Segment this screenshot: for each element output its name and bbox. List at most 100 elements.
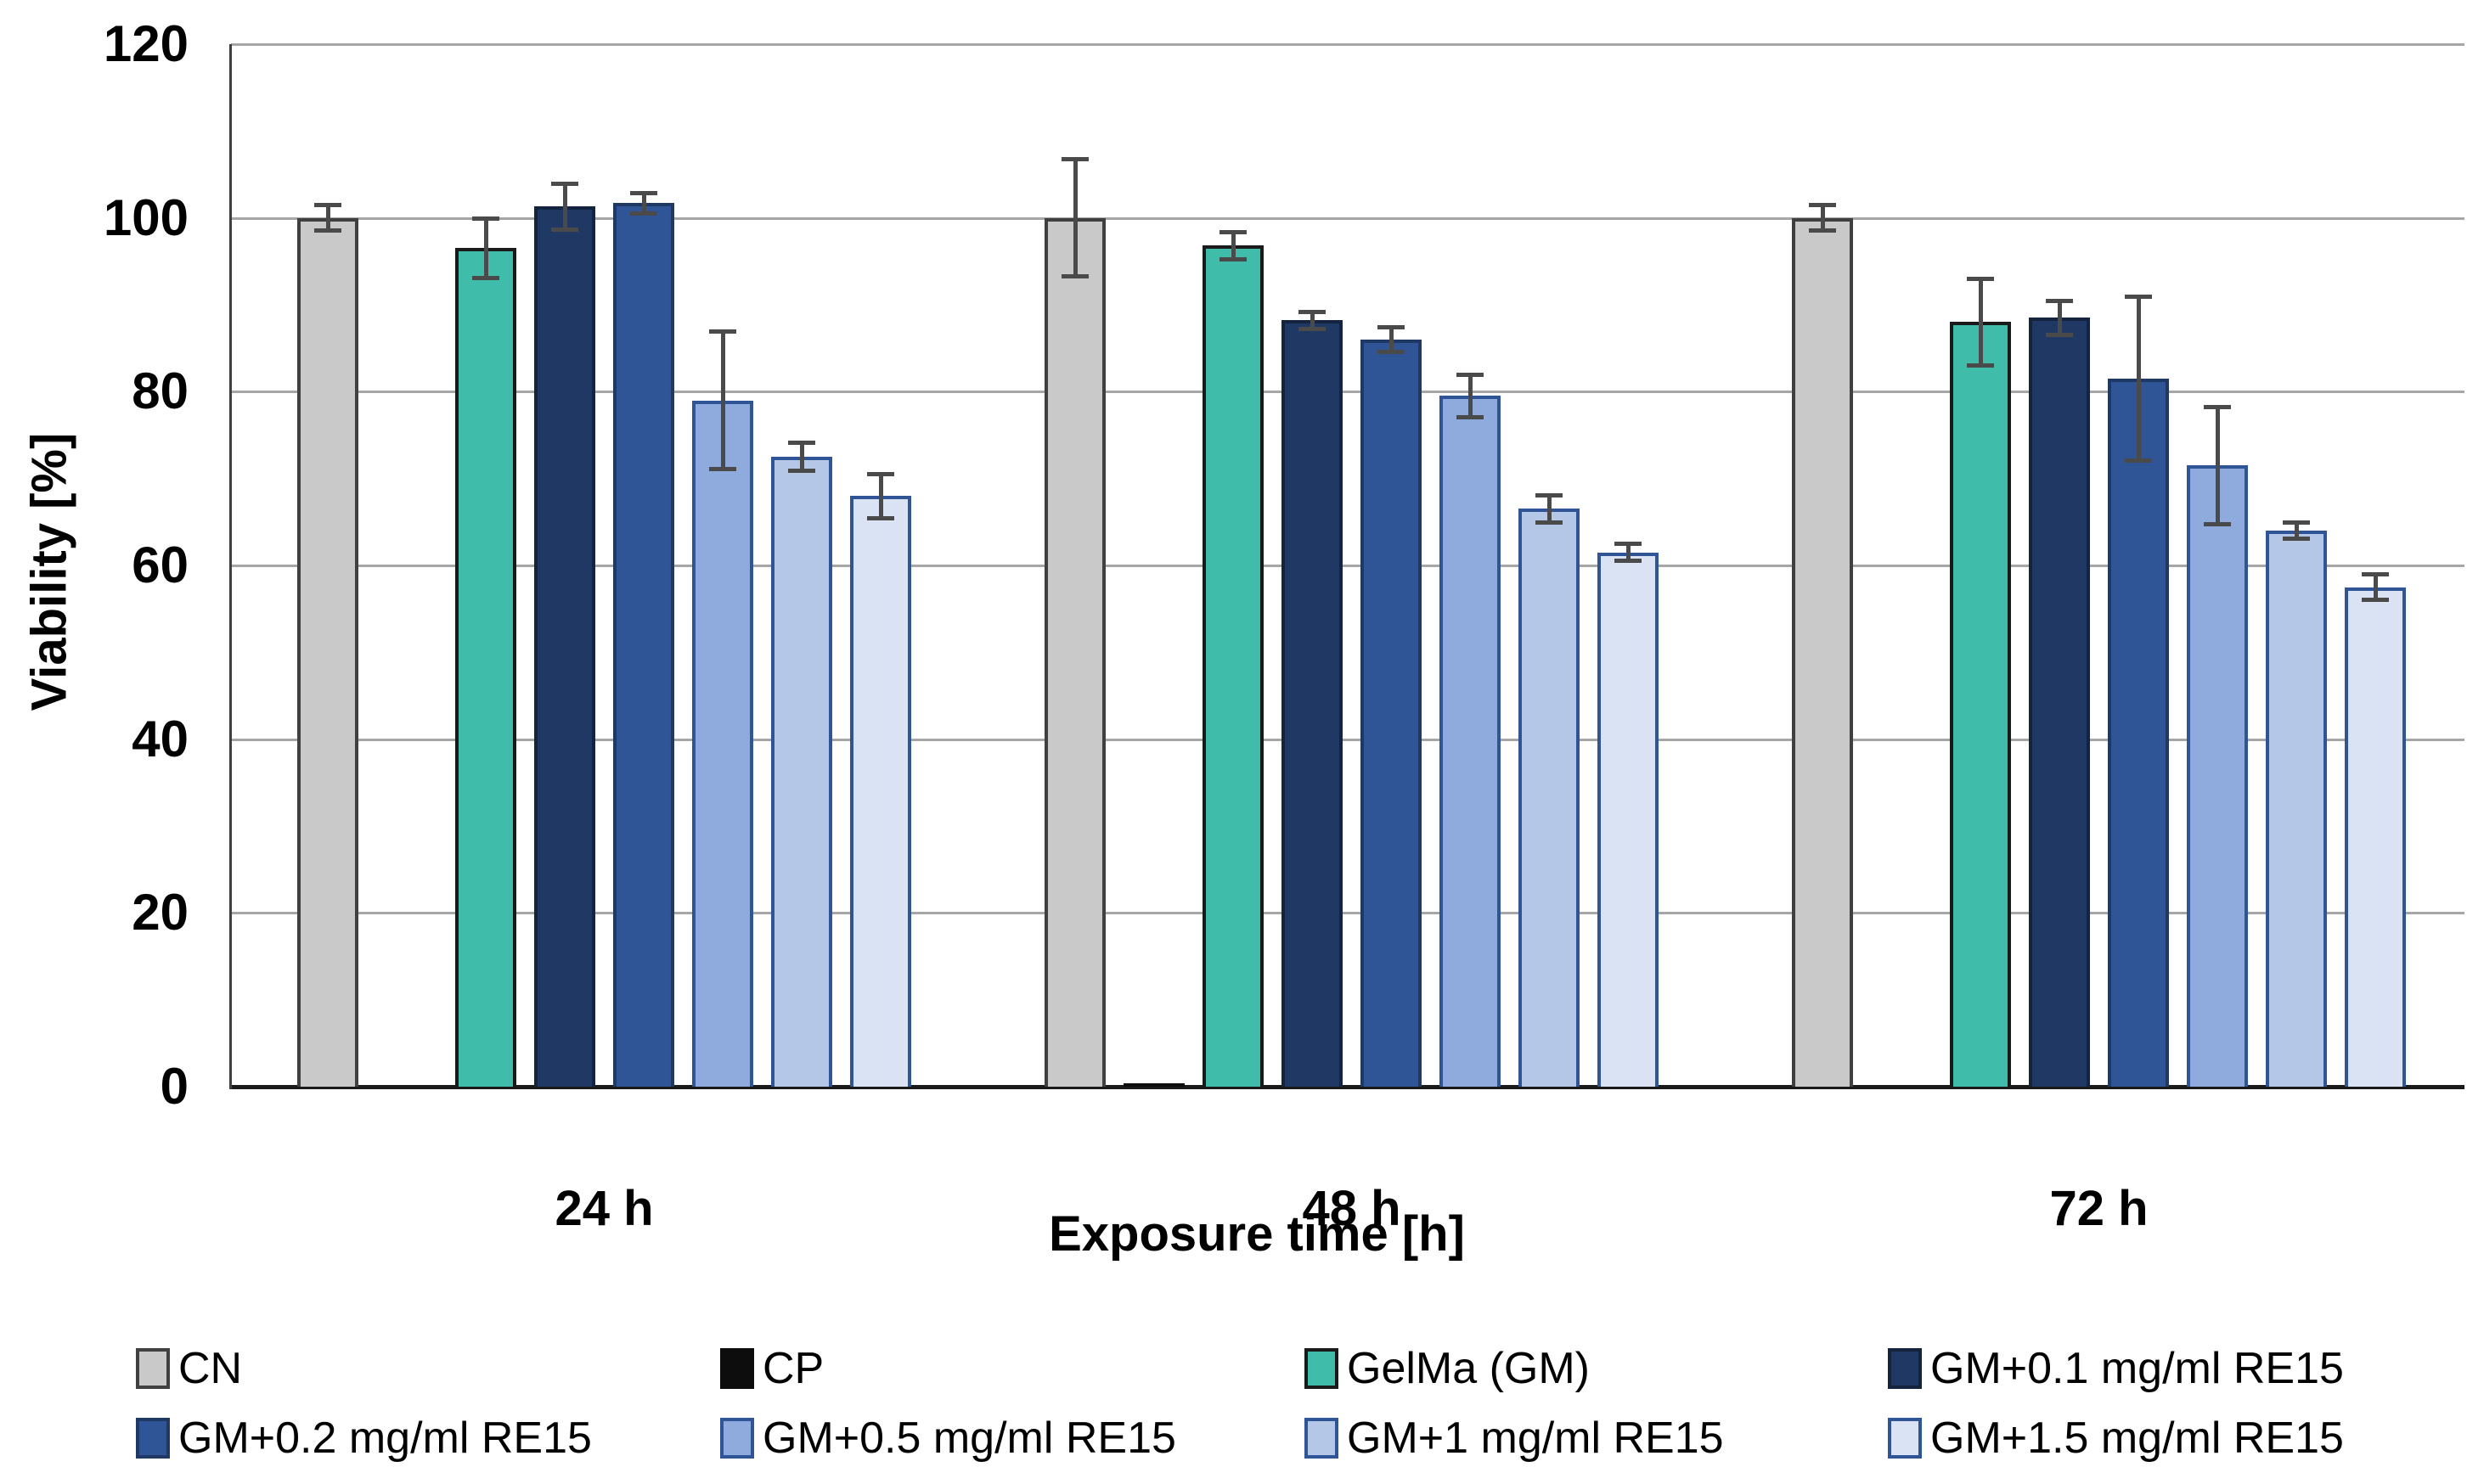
error-bar-cap-top bbox=[867, 471, 894, 476]
error-bar-cap-top bbox=[2204, 404, 2231, 409]
error-bar bbox=[1626, 543, 1631, 561]
error-bar-cap-bottom bbox=[630, 211, 657, 216]
bar-gm-1-mg-ml-re15 bbox=[1518, 509, 1580, 1087]
error-bar bbox=[2216, 406, 2220, 525]
bar-cp bbox=[1124, 1082, 1185, 1087]
legend-swatch bbox=[720, 1348, 754, 1389]
error-bar-cap-bottom bbox=[867, 515, 894, 520]
legend-item: CN bbox=[136, 1343, 242, 1394]
error-bar-cap-bottom bbox=[314, 228, 341, 233]
error-bar bbox=[800, 441, 804, 472]
error-bar-cap-top bbox=[1298, 310, 1326, 315]
error-bar-cap-bottom bbox=[1535, 520, 1563, 525]
bar-gm-1.5-mg-ml-re15 bbox=[850, 496, 911, 1087]
error-bar-cap-top bbox=[1809, 203, 1836, 208]
legend-item: GM+0.1 mg/ml RE15 bbox=[1888, 1343, 2344, 1394]
bar-gm-0.5-mg-ml-re15 bbox=[692, 400, 753, 1087]
error-bar-cap-top bbox=[2125, 294, 2152, 299]
bar-gm-0.1-mg-ml-re15 bbox=[2029, 318, 2090, 1087]
error-bar-cap-bottom bbox=[2283, 537, 2310, 542]
error-bar bbox=[1547, 495, 1552, 523]
error-bar-cap-top bbox=[1456, 372, 1484, 377]
legend-label: GM+0.2 mg/ml RE15 bbox=[178, 1414, 592, 1463]
error-bar-cap-top bbox=[788, 440, 815, 445]
legend-label: GM+0.1 mg/ml RE15 bbox=[1930, 1344, 2344, 1393]
error-bar-cap-bottom bbox=[1456, 415, 1484, 420]
x-axis-baseline bbox=[231, 1085, 2464, 1089]
legend-label: GM+0.5 mg/ml RE15 bbox=[763, 1414, 1176, 1463]
error-bar-cap-bottom bbox=[1062, 274, 1089, 279]
bar-gm-0.2-mg-ml-re15 bbox=[1360, 339, 1422, 1087]
legend-swatch bbox=[136, 1348, 170, 1389]
error-bar-cap-top bbox=[1377, 324, 1405, 329]
legend-label: GM+1.5 mg/ml RE15 bbox=[1930, 1414, 2344, 1463]
gridline bbox=[231, 391, 2464, 394]
legend-label: CP bbox=[763, 1344, 825, 1393]
legend-swatch bbox=[1304, 1348, 1338, 1389]
bar-gm-1.5-mg-ml-re15 bbox=[2345, 587, 2406, 1087]
bar-gm-1-mg-ml-re15 bbox=[771, 457, 832, 1087]
bar-gm-1-mg-ml-re15 bbox=[2266, 531, 2327, 1087]
gridline bbox=[231, 216, 2464, 220]
x-category-label: 48 h bbox=[1302, 1181, 1401, 1236]
error-bar-cap-bottom bbox=[2204, 521, 2231, 526]
bar-gm-0.5-mg-ml-re15 bbox=[2187, 465, 2248, 1087]
error-bar bbox=[879, 473, 883, 519]
bar-gelma-gm- bbox=[1203, 245, 1264, 1087]
error-bar-cap-bottom bbox=[1298, 326, 1326, 331]
x-category-label: 72 h bbox=[2049, 1181, 2149, 1236]
error-bar bbox=[1468, 374, 1473, 419]
legend: CN CP GelMa (GM) GM+0.1 mg/ml RE15 GM+0.2 mg… bbox=[0, 1307, 2484, 1484]
error-bar-cap-top bbox=[1062, 157, 1089, 162]
error-bar-cap-bottom bbox=[1219, 256, 1247, 261]
bar-gm-1.5-mg-ml-re15 bbox=[1597, 552, 1659, 1087]
bar-gm-0.2-mg-ml-re15 bbox=[2108, 378, 2169, 1087]
error-bar bbox=[484, 217, 488, 279]
error-bar bbox=[2058, 300, 2062, 335]
error-bar-cap-top bbox=[1219, 230, 1247, 235]
y-tick-label: 120 bbox=[103, 15, 189, 72]
error-bar bbox=[1231, 232, 1236, 260]
error-bar-cap-top bbox=[1535, 493, 1563, 498]
legend-item: GM+0.2 mg/ml RE15 bbox=[136, 1413, 592, 1464]
error-bar-cap-bottom bbox=[788, 469, 815, 474]
y-tick-label: 40 bbox=[132, 710, 189, 767]
legend-swatch bbox=[1888, 1418, 1922, 1459]
error-bar bbox=[1821, 205, 1825, 231]
error-bar-cap-top bbox=[630, 190, 657, 195]
error-bar-cap-bottom bbox=[709, 467, 736, 472]
bar-cn bbox=[1792, 217, 1853, 1087]
y-tick-label: 20 bbox=[132, 884, 189, 942]
error-bar-cap-bottom bbox=[2362, 597, 2389, 602]
legend-swatch bbox=[1888, 1348, 1922, 1389]
error-bar-cap-bottom bbox=[1967, 363, 1994, 368]
bar-gm-0.1-mg-ml-re15 bbox=[1281, 320, 1343, 1087]
x-category-label: 24 h bbox=[555, 1181, 654, 1236]
error-bar-cap-top bbox=[551, 181, 578, 186]
y-tick-label: 80 bbox=[132, 363, 189, 420]
y-axis-line bbox=[229, 44, 232, 1089]
error-bar bbox=[1073, 159, 1078, 278]
error-bar-cap-top bbox=[709, 329, 736, 334]
error-bar bbox=[721, 330, 725, 470]
legend-swatch bbox=[720, 1418, 754, 1459]
legend-label: GelMa (GM) bbox=[1347, 1344, 1590, 1393]
legend-swatch bbox=[136, 1418, 170, 1459]
error-bar-cap-top bbox=[1614, 542, 1642, 547]
bar-gm-0.1-mg-ml-re15 bbox=[534, 206, 595, 1087]
bar-gm-0.5-mg-ml-re15 bbox=[1439, 396, 1501, 1087]
error-bar-cap-top bbox=[1967, 277, 1994, 282]
error-bar-cap-top bbox=[472, 216, 499, 221]
error-bar-cap-bottom bbox=[1377, 350, 1405, 355]
error-bar bbox=[1979, 278, 1983, 366]
legend-item: GelMa (GM) bbox=[1304, 1343, 1590, 1394]
error-bar bbox=[563, 183, 567, 230]
y-tick-label: 60 bbox=[132, 537, 189, 593]
bar-gelma-gm- bbox=[1950, 322, 2011, 1087]
legend-label: CN bbox=[178, 1344, 243, 1393]
error-bar-cap-bottom bbox=[551, 227, 578, 232]
gridline bbox=[231, 738, 2464, 741]
error-bar bbox=[642, 192, 646, 214]
